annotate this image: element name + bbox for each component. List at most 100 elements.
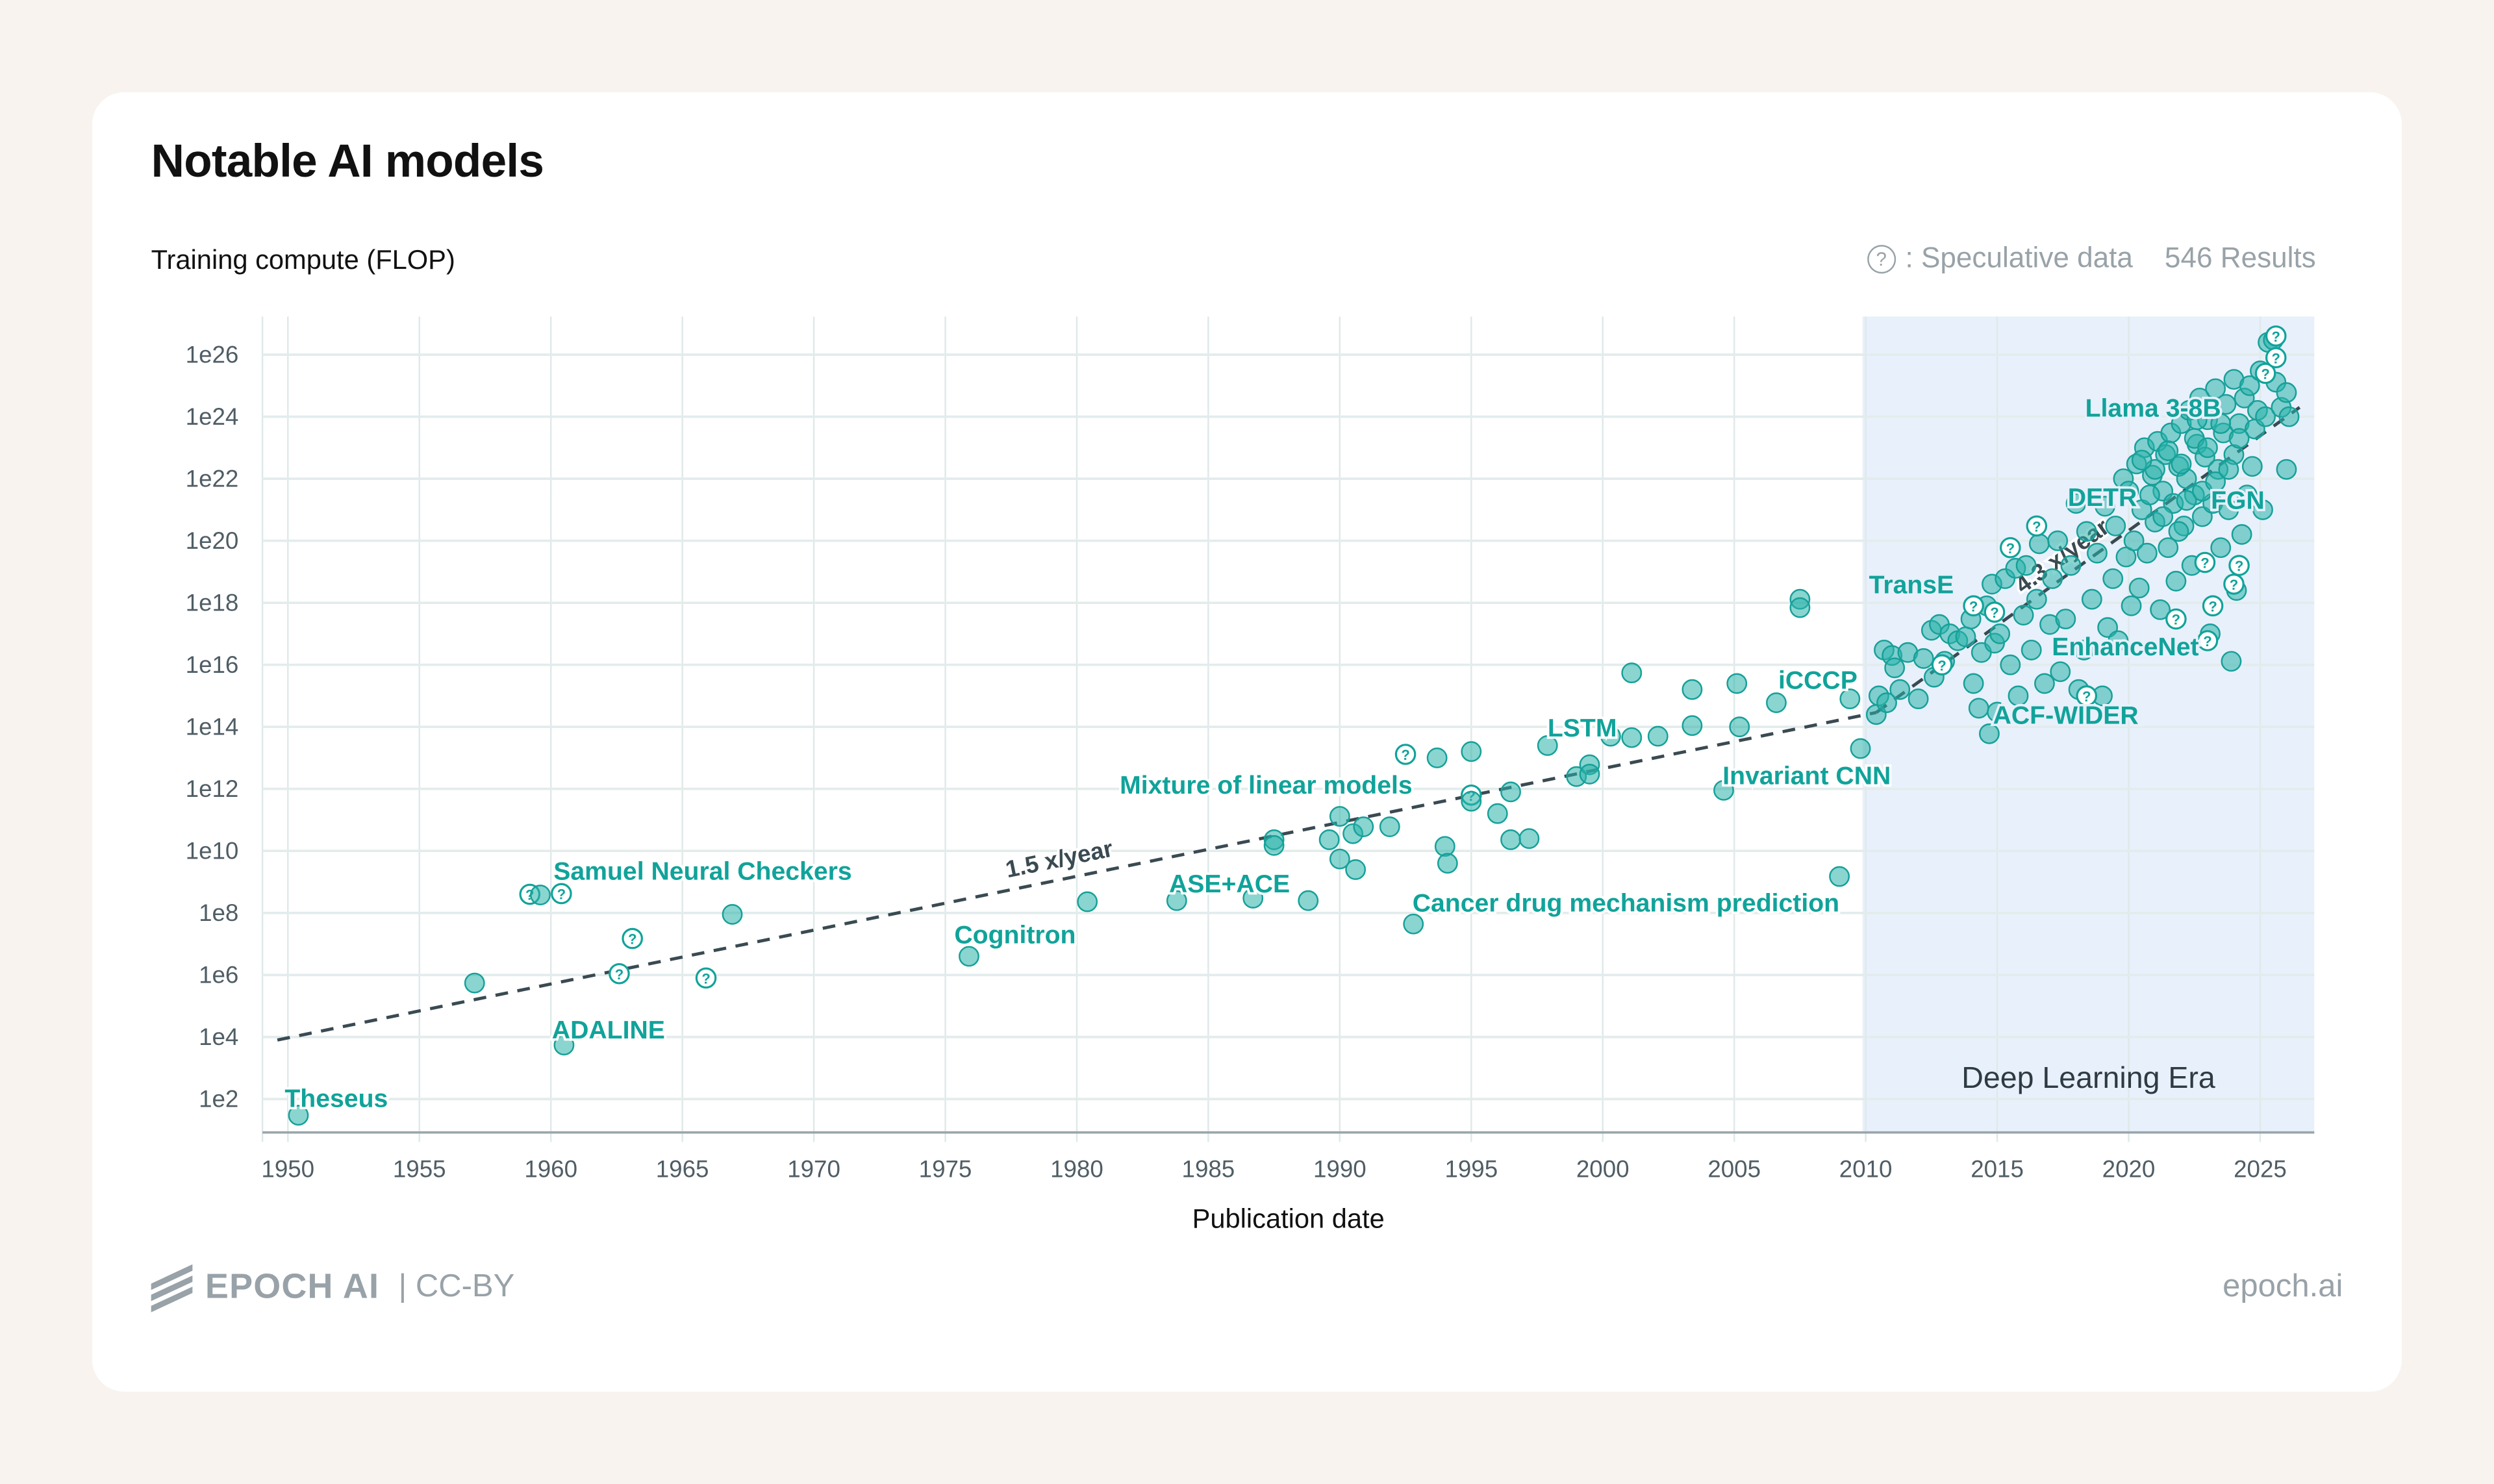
data-point (2239, 375, 2260, 396)
data-point (2278, 406, 2300, 427)
speculative-point: ? (2228, 555, 2250, 576)
data-point (1876, 692, 1897, 713)
data-point (2176, 490, 2197, 511)
data-point (2026, 588, 2047, 610)
data-point (2150, 599, 2171, 620)
annotation-enhancenet[interactable]: EnhanceNet (2050, 631, 2202, 663)
question-mark-icon: ? (2230, 577, 2238, 593)
data-point (2047, 530, 2069, 551)
annotation-acf-wider[interactable]: ACF-WIDER (1991, 699, 2141, 732)
speculative-point-circle (2076, 685, 2098, 707)
annotations: Theseus ADALINE Samuel Neural Checkers C… (283, 392, 2267, 1115)
data-point (1789, 597, 1811, 618)
data-point (2076, 521, 2097, 542)
data-point (1537, 735, 1558, 756)
era-label: Deep Learning Era (1961, 1061, 2215, 1094)
data-point (1298, 890, 1319, 911)
data-point (1839, 688, 1861, 709)
y-tick-label: 1e16 (186, 651, 239, 678)
question-mark-icon: ? (1969, 598, 1978, 614)
speculative-point-circle (2254, 362, 2276, 384)
speculative-point-circle (2197, 630, 2219, 651)
annotation-theseus[interactable]: Theseus (283, 1083, 390, 1115)
data-point (2073, 639, 2095, 660)
data-point (1621, 727, 1643, 748)
question-circle-icon: ? (1867, 244, 1896, 273)
data-point (1242, 888, 1264, 909)
annotation-mixture-of-linear-models[interactable]: Mixture of linear models (1117, 769, 1415, 801)
question-mark-icon: ? (2006, 540, 2015, 557)
data-point (1621, 662, 1643, 683)
epoch-logo-icon (151, 1264, 193, 1313)
x-tick-label: 1980 (1050, 1155, 1103, 1182)
x-tick-label: 1955 (393, 1155, 446, 1182)
annotation-ase-ace[interactable]: ASE+ACE (1166, 868, 1292, 900)
license-label: | CC-BY (398, 1268, 515, 1303)
epoch-ai-logo[interactable]: EPOCH AI | CC-BY (151, 1264, 515, 1313)
data-point (2276, 459, 2297, 480)
annotation-icccp[interactable]: iCCCP (1776, 664, 1859, 697)
speculative-point: ? (1984, 601, 2006, 623)
data-point (1500, 781, 1521, 803)
data-point (1979, 723, 2000, 744)
data-point (1850, 738, 1871, 759)
annotation-cancer-drug-mechanism-prediction[interactable]: Cancer drug mechanism prediction (1410, 887, 1842, 920)
data-point (2252, 499, 2273, 520)
data-point (1963, 673, 1984, 694)
data-point (2236, 484, 2258, 506)
question-mark-icon: ? (2200, 555, 2209, 572)
question-mark-icon: ? (2032, 518, 2041, 534)
site-link[interactable]: epoch.ai (2223, 1269, 2343, 1305)
x-tick-label: 2000 (1576, 1155, 1630, 1182)
x-tick-label: 2010 (1839, 1155, 1893, 1182)
data-point (2065, 493, 2087, 514)
speculative-point: ? (609, 962, 630, 985)
x-tick-label: 1960 (524, 1155, 577, 1182)
data-point (1166, 890, 1187, 911)
data-point (2128, 577, 2150, 599)
annotation-samuel-neural-checkers[interactable]: Samuel Neural Checkers (551, 855, 855, 888)
question-mark-icon: ? (1401, 747, 1409, 763)
annotation-transe[interactable]: TransE (1867, 569, 1956, 601)
annotation-detr[interactable]: DETR (2065, 481, 2139, 514)
question-mark-icon: ? (2235, 558, 2243, 574)
x-tick-label: 2020 (2102, 1155, 2156, 1182)
annotation-invariant-cnn[interactable]: Invariant CNN (1720, 760, 1893, 792)
question-mark-icon: ? (2082, 688, 2091, 705)
question-mark-icon: ? (628, 931, 636, 948)
speculative-point-circle (695, 967, 717, 989)
x-tick-label: 1950 (261, 1155, 314, 1182)
data-point (2255, 406, 2276, 427)
speculative-point: ? (1931, 654, 1953, 675)
data-point (2210, 537, 2232, 559)
y-tick-label: 1e12 (186, 775, 239, 802)
data-point (2131, 449, 2152, 471)
speculative-point: ? (551, 883, 572, 905)
data-point (1968, 698, 1989, 719)
data-point (2095, 496, 2115, 517)
y-tick-label: 1e20 (186, 527, 239, 554)
data-point (1908, 688, 1929, 709)
data-point (2205, 471, 2226, 492)
x-tick-label: 2025 (2234, 1155, 2287, 1182)
annotation-lstm[interactable]: LSTM (1545, 712, 1619, 744)
annotation-adaline[interactable]: ADALINE (549, 1014, 667, 1047)
data-point (1766, 692, 1787, 713)
speculative-point-circle (609, 962, 630, 985)
annotation-cognitron[interactable]: Cognitron (952, 919, 1078, 951)
question-mark-icon: ? (2172, 612, 2180, 628)
annotation-fgn[interactable]: FGN (2208, 484, 2267, 517)
question-mark-icon: ? (701, 970, 710, 987)
annotation-llama-3-8b[interactable]: Llama 3-8B (2083, 392, 2223, 425)
speculative-point: ? (1394, 744, 1417, 765)
speculative-point-circle (2202, 595, 2224, 617)
data-point (1729, 716, 1750, 738)
data-point (1647, 725, 1669, 747)
data-point (2139, 484, 2160, 506)
y-tick-label: 1e26 (186, 341, 239, 368)
speculative-point: ? (2165, 608, 2187, 630)
data-point (2152, 506, 2174, 527)
data-point (2081, 588, 2102, 610)
